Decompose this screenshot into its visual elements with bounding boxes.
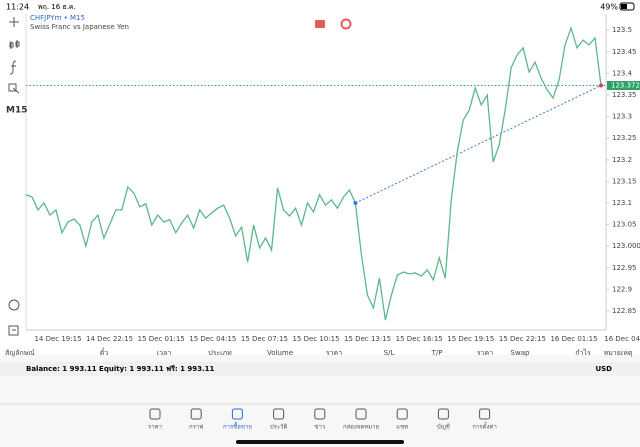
y-tick-label: 123.35 (612, 91, 637, 99)
currency: USD (595, 365, 612, 373)
table-header: ราคา (326, 349, 342, 357)
y-tick-label: 123.25 (612, 134, 637, 142)
x-tick-label: 15 Dec 07:15 (241, 335, 288, 343)
nav-icon[interactable] (437, 408, 449, 420)
x-tick-label: 16 Dec 04:1 (604, 335, 640, 343)
nav-label[interactable]: การตั้งค่า (472, 421, 496, 431)
nav-icon[interactable] (149, 408, 161, 420)
flag-icon[interactable] (315, 20, 325, 28)
x-tick-label: 14 Dec 22:15 (86, 335, 133, 343)
nav-label[interactable]: ประวัติ (270, 424, 288, 431)
new-order-tool[interactable] (8, 325, 19, 336)
trade-tool[interactable] (8, 299, 20, 311)
table-header: Swap (511, 349, 530, 357)
y-tick-label: 122.9 (612, 285, 632, 293)
nav-label[interactable]: กราฟ (189, 424, 203, 431)
flag-icon[interactable] (340, 18, 352, 30)
nav-icon[interactable] (231, 408, 243, 420)
y-tick-label: 123.1 (612, 199, 632, 207)
time: 11:24 (6, 3, 29, 12)
table-header: Volume (267, 349, 293, 357)
current-price-label: 123.372 (611, 81, 640, 89)
x-tick-label: 16 Dec 01:15 (550, 335, 597, 343)
y-tick-label: 123.5 (612, 26, 632, 34)
y-tick-label: 123.45 (612, 48, 637, 56)
balance-bg (0, 362, 640, 376)
nav-label[interactable]: การซื้อขาย (223, 421, 252, 431)
nav-label[interactable]: แชท (396, 424, 408, 431)
table-header: ตั๋ว (100, 348, 109, 357)
table-header: ประเภท (208, 349, 232, 357)
y-tick-label: 123.4 (612, 69, 633, 77)
nav-icon[interactable] (273, 408, 285, 420)
nav-icon[interactable] (355, 408, 367, 420)
nav-icon[interactable] (396, 408, 408, 420)
nav-icon[interactable] (314, 408, 326, 420)
table-header: สัญลักษณ์ (5, 349, 35, 357)
timeframe[interactable]: M15 (6, 106, 27, 116)
table-header: เวลา (157, 349, 172, 357)
x-tick-label: 15 Dec 19:15 (447, 335, 494, 343)
x-tick-label: 15 Dec 10:15 (292, 335, 339, 343)
nav-icon[interactable] (190, 408, 202, 420)
candles-tool[interactable] (9, 40, 20, 49)
x-tick-label: 15 Dec 01:15 (138, 335, 185, 343)
price-line (25, 25, 602, 321)
home-indicator (236, 440, 404, 444)
y-tick-label: 123.2 (612, 156, 632, 164)
trade-line (355, 85, 602, 204)
date: พฤ. 16 ธ.ค. (38, 3, 76, 11)
indicator-tool[interactable] (9, 60, 17, 75)
x-tick-label: 15 Dec 04:15 (189, 335, 236, 343)
x-tick-label: 14 Dec 19:15 (34, 335, 81, 343)
nav-label[interactable]: กล่องจดหมาย (343, 424, 379, 431)
table-header: หมายเหตุ (604, 349, 633, 357)
table-header: ราคา (477, 349, 493, 357)
balance: Balance: 1 993.11 Equity: 1 993.11 ฟรี: … (26, 365, 215, 373)
battery: 49% (600, 3, 618, 12)
table-header: กำไร (575, 348, 591, 357)
x-tick-label: 15 Dec 13:15 (344, 335, 391, 343)
y-tick-label: 123.3 (612, 113, 632, 121)
y-tick-label: 122.95 (612, 264, 637, 272)
current-price-box (607, 80, 640, 90)
chart-subtitle: Swiss Franc vs Japanese Yen (30, 23, 129, 31)
objects-tool[interactable] (8, 83, 20, 94)
crosshair-tool[interactable] (9, 17, 19, 27)
table-header: T/P (431, 349, 443, 357)
y-tick-label: 122.85 (612, 307, 637, 315)
entry-marker (353, 200, 358, 205)
y-tick-label: 123.05 (612, 221, 637, 229)
battery-icon (619, 2, 635, 11)
nav-icon[interactable] (479, 408, 491, 420)
exit-marker (599, 83, 603, 88)
nav-label[interactable]: ราคา (148, 424, 162, 431)
x-tick-label: 15 Dec 16:15 (396, 335, 443, 343)
nav-label[interactable]: บัญชี (437, 423, 450, 431)
y-tick-label: 123.15 (612, 177, 637, 185)
battery-level (621, 4, 627, 9)
x-tick-label: 15 Dec 22:15 (499, 335, 546, 343)
table-header: S/L (384, 349, 395, 357)
nav-label[interactable]: ข่าว (314, 424, 325, 431)
chart-title: CHFJPYm • M15 (30, 14, 85, 22)
y-tick-label: 123.000 (612, 242, 640, 250)
